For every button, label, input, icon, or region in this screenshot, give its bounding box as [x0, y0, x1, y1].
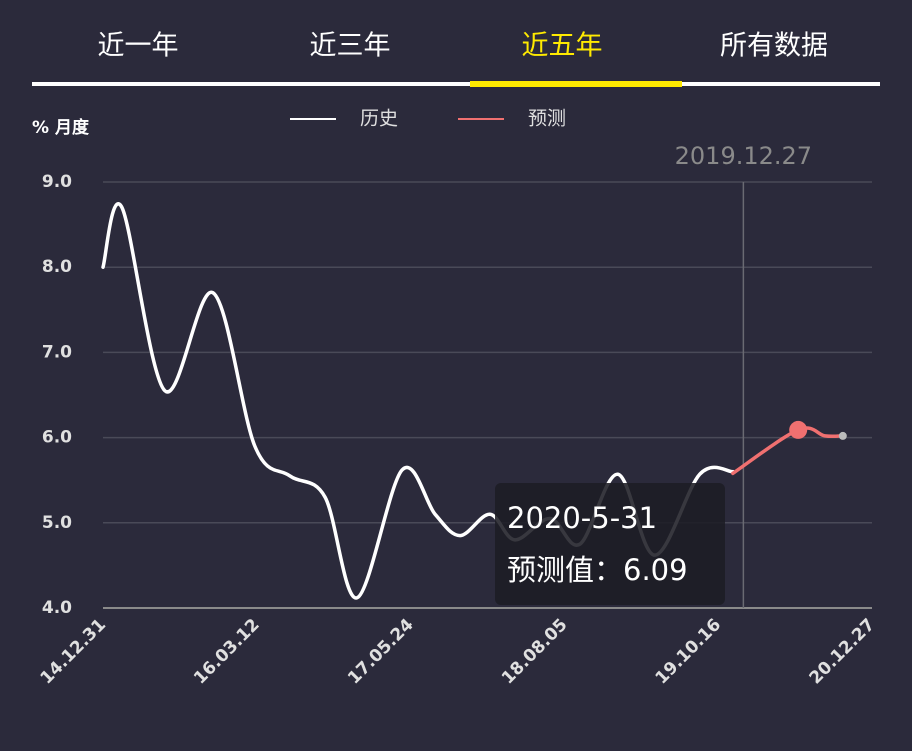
- tooltip-box: [495, 483, 725, 605]
- y-tick-label: 9.0: [42, 172, 72, 192]
- tab[interactable]: 近五年: [522, 31, 603, 62]
- legend-label[interactable]: 历史: [360, 108, 398, 130]
- tab[interactable]: 所有数据: [720, 31, 828, 62]
- legend-label[interactable]: 预测: [528, 108, 566, 130]
- series-line: [101, 202, 735, 600]
- marker-label: 2019.12.27: [675, 142, 812, 170]
- tooltip-title: 2020-5-31: [507, 501, 657, 535]
- tab[interactable]: 近三年: [310, 31, 391, 62]
- tooltip-value: 预测值：6.09: [507, 553, 688, 587]
- y-tick-label: 5.0: [42, 513, 72, 533]
- end-point: [838, 431, 847, 440]
- highlight-point: [789, 420, 808, 439]
- y-tick-label: 7.0: [42, 342, 72, 362]
- tooltip-number: 6.09: [623, 553, 688, 587]
- y-axis-label: % 月度: [32, 117, 90, 138]
- y-tick-label: 8.0: [42, 257, 72, 277]
- series-line: [731, 426, 845, 476]
- tooltip: 2020-5-31 预测值：6.09: [495, 483, 725, 605]
- tab[interactable]: 近一年: [98, 31, 179, 62]
- tab-indicator: [470, 81, 682, 87]
- tooltip-label: 预测值：: [507, 553, 623, 587]
- y-tick-label: 6.0: [42, 428, 72, 448]
- y-tick-label: 4.0: [42, 598, 72, 618]
